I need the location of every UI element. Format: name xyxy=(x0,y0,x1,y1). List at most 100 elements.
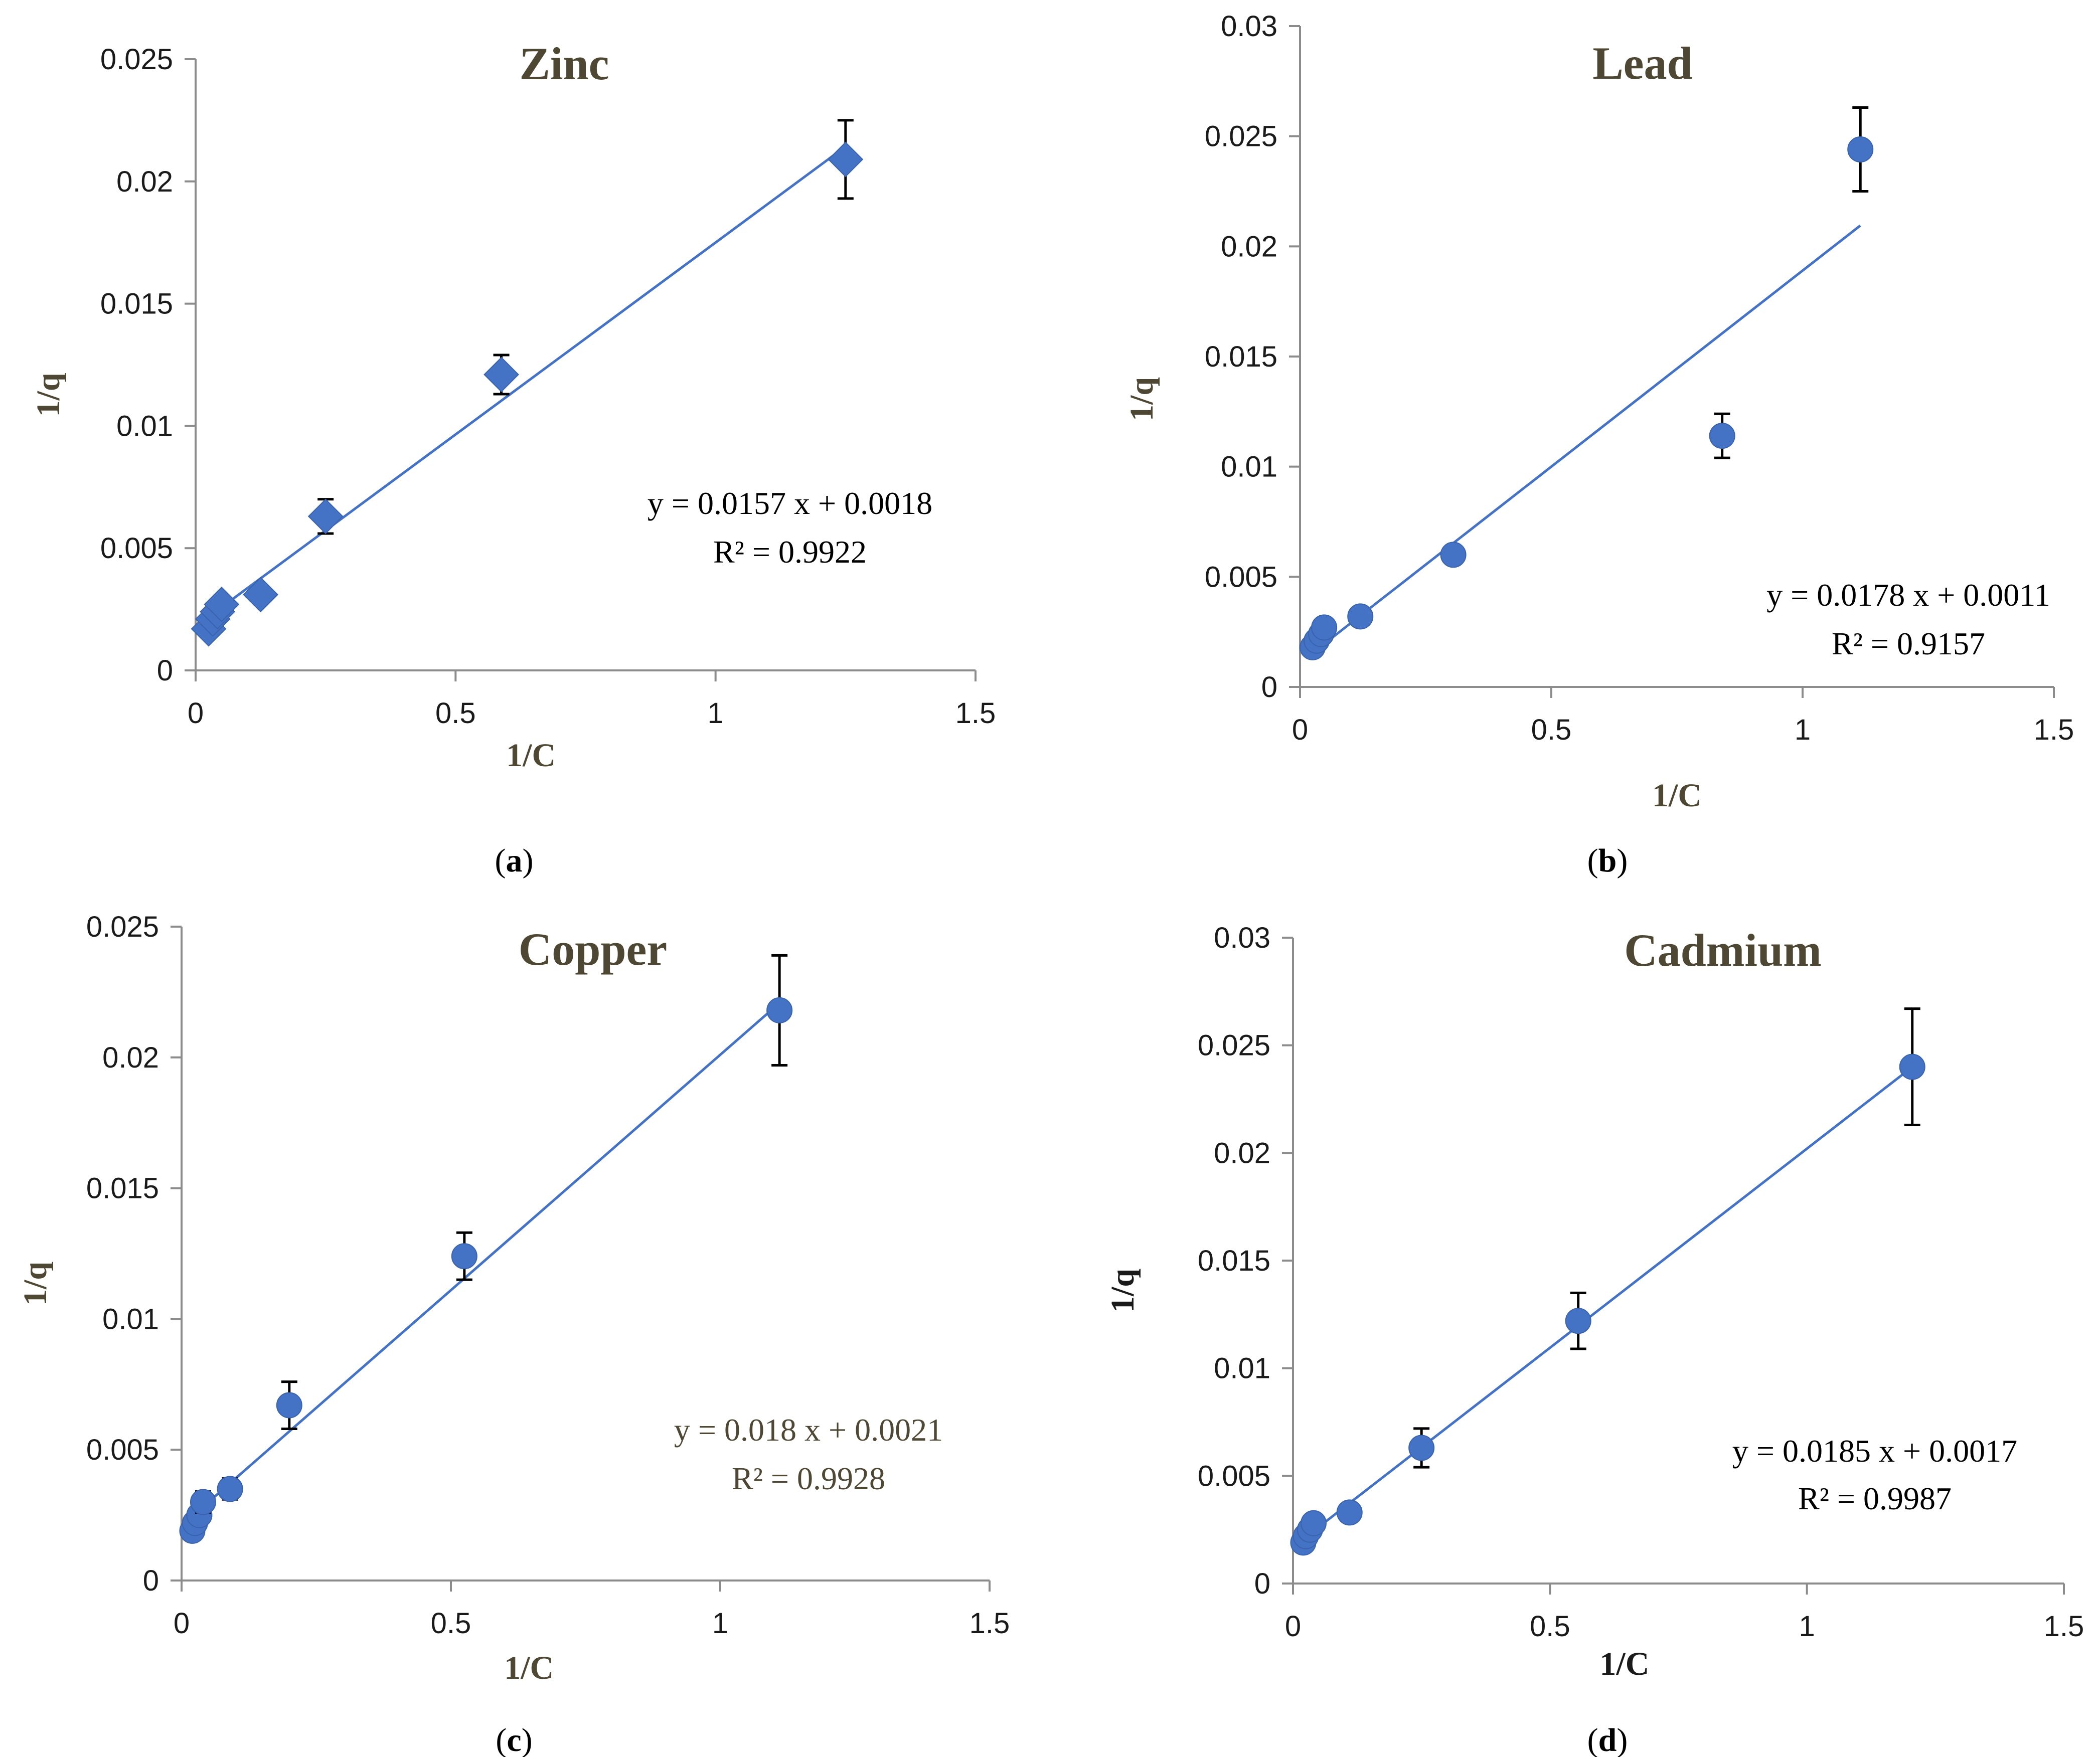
y-tick-label: 0.015 xyxy=(100,288,173,320)
trendline xyxy=(1297,1066,1913,1544)
y-tick-label: 0.02 xyxy=(102,1041,159,1074)
y-axis-label: 1/q xyxy=(1104,1269,1141,1313)
y-tick-label: 0.005 xyxy=(100,532,173,565)
data-point xyxy=(1311,614,1338,641)
chart-title: Copper xyxy=(519,924,667,975)
data-point xyxy=(766,997,793,1023)
x-tick-label: 0.5 xyxy=(1531,714,1572,746)
x-tick-label: 1.5 xyxy=(2034,714,2074,746)
r-squared-label: R² = 0.9928 xyxy=(732,1461,885,1496)
y-tick-label: 0.02 xyxy=(116,165,173,198)
panel-caption: (a) xyxy=(495,842,534,879)
panel-caption: (d) xyxy=(1587,1722,1628,1757)
y-tick-label: 0.02 xyxy=(1221,230,1277,263)
trendline-equation: y = 0.0178 x + 0.0011 xyxy=(1766,577,2050,613)
y-tick-label: 0.005 xyxy=(86,1434,159,1466)
data-point xyxy=(1300,1510,1327,1536)
y-tick-label: 0.01 xyxy=(116,410,173,442)
y-axis-label: 1/q xyxy=(30,373,67,417)
y-tick-label: 0.03 xyxy=(1221,10,1277,43)
caption-open-paren: ( xyxy=(1587,1722,1598,1757)
data-point xyxy=(1336,1499,1363,1526)
data-point xyxy=(1709,423,1735,449)
chart-title: Zinc xyxy=(520,38,609,89)
data-point xyxy=(828,141,864,178)
y-axis-label: 1/q xyxy=(17,1262,54,1306)
caption-letter: a xyxy=(506,842,523,879)
panel-caption: (c) xyxy=(496,1722,532,1757)
y-tick-label: 0.005 xyxy=(1198,1460,1270,1492)
y-axis-label: 1/q xyxy=(1123,377,1160,421)
y-tick-label: 0.01 xyxy=(102,1303,159,1335)
y-tick-label: 0.015 xyxy=(86,1172,159,1205)
chart-title: Lead xyxy=(1592,38,1692,89)
x-tick-label: 0.5 xyxy=(435,697,476,730)
x-axis-label: 1/C xyxy=(1652,777,1702,814)
data-point xyxy=(243,577,278,613)
r-squared-label: R² = 0.9987 xyxy=(1798,1481,1952,1516)
y-tick-label: 0.025 xyxy=(1198,1029,1270,1062)
x-tick-label: 0 xyxy=(1285,1610,1301,1643)
panel-caption: (b) xyxy=(1587,842,1628,879)
x-tick-label: 0.5 xyxy=(1530,1610,1570,1643)
x-tick-label: 1 xyxy=(708,697,724,730)
trendline xyxy=(181,1002,780,1527)
y-tick-label: 0 xyxy=(143,1564,159,1597)
x-tick-label: 0 xyxy=(188,697,204,730)
trendline-equation: y = 0.0185 x + 0.0017 xyxy=(1732,1433,2017,1469)
y-tick-label: 0 xyxy=(1254,1567,1270,1600)
y-tick-label: 0.015 xyxy=(1205,340,1277,373)
x-tick-label: 1 xyxy=(712,1607,728,1640)
data-point xyxy=(307,498,344,535)
data-point xyxy=(190,1489,216,1515)
x-tick-label: 1 xyxy=(1795,714,1811,746)
y-tick-label: 0.02 xyxy=(1214,1137,1270,1169)
caption-close-paren: ) xyxy=(1617,842,1628,879)
trendline-equation: y = 0.018 x + 0.0021 xyxy=(674,1412,943,1448)
caption-open-paren: ( xyxy=(495,842,506,879)
data-point xyxy=(1440,542,1467,568)
caption-close-paren: ) xyxy=(1617,1722,1628,1757)
caption-open-paren: ( xyxy=(496,1722,507,1757)
data-point xyxy=(451,1243,477,1270)
panel-b: 0 0.005 0.01 0.015 0.02 0.025 0.03 0 0.5 1 1.5 Lead… xyxy=(1123,10,2074,879)
caption-close-paren: ) xyxy=(523,842,534,879)
x-tick-label: 1.5 xyxy=(955,697,996,730)
panel-d: 0 0.005 0.01 0.015 0.02 0.025 0.03 0 0.5 1 1.5 Cadm… xyxy=(1104,922,2084,1757)
data-point xyxy=(1899,1053,1925,1080)
caption-letter: b xyxy=(1598,842,1617,879)
y-tick-label: 0.01 xyxy=(1214,1352,1270,1385)
data-point xyxy=(1847,136,1874,163)
r-squared-label: R² = 0.9922 xyxy=(713,534,867,570)
trendline xyxy=(195,145,847,628)
y-tick-label: 0.015 xyxy=(1198,1245,1270,1277)
r-squared-label: R² = 0.9157 xyxy=(1832,626,1985,661)
data-point xyxy=(1408,1435,1435,1461)
x-tick-label: 1 xyxy=(1799,1610,1815,1643)
x-tick-label: 0 xyxy=(174,1607,190,1640)
data-point xyxy=(276,1392,302,1419)
data-point xyxy=(217,1476,243,1502)
data-point xyxy=(1347,603,1374,630)
data-point xyxy=(1565,1308,1591,1334)
x-axis-label: 1/C xyxy=(504,1650,554,1686)
x-tick-label: 1.5 xyxy=(970,1607,1010,1640)
y-tick-label: 0.01 xyxy=(1221,451,1277,483)
panel-c: 0 0.005 0.01 0.015 0.02 0.025 0 0.5 1 1.5 Copper 1/… xyxy=(17,911,1010,1757)
x-axis-label: 1/C xyxy=(506,737,556,774)
data-point xyxy=(204,586,240,622)
data-point xyxy=(483,357,519,393)
caption-open-paren: ( xyxy=(1587,842,1598,879)
x-axis-label: 1/C xyxy=(1599,1646,1649,1682)
trendline xyxy=(1309,224,1861,656)
trendline-equation: y = 0.0157 x + 0.0018 xyxy=(648,485,932,521)
y-tick-label: 0.025 xyxy=(86,911,159,943)
caption-letter: c xyxy=(507,1722,521,1757)
y-tick-label: 0.005 xyxy=(1205,561,1277,593)
x-tick-label: 0 xyxy=(1292,714,1308,746)
x-tick-label: 0.5 xyxy=(431,1607,471,1640)
chart-title: Cadmium xyxy=(1624,925,1822,976)
y-tick-label: 0.025 xyxy=(1205,120,1277,153)
x-tick-label: 1.5 xyxy=(2044,1610,2084,1643)
